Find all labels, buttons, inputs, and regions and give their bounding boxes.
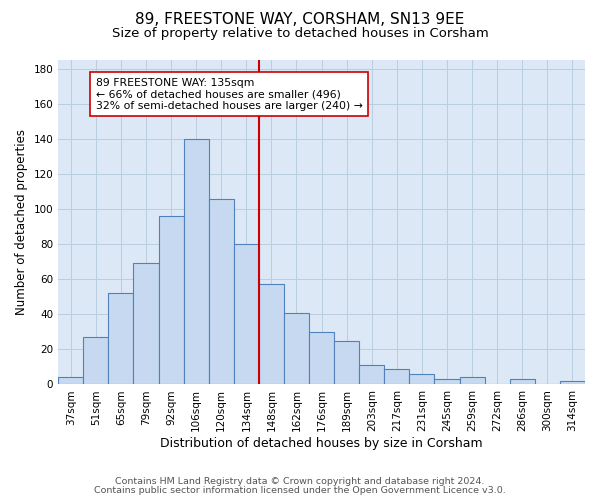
- Bar: [460, 378, 485, 384]
- Text: 89, FREESTONE WAY, CORSHAM, SN13 9EE: 89, FREESTONE WAY, CORSHAM, SN13 9EE: [136, 12, 464, 28]
- Bar: [309, 332, 334, 384]
- Bar: [510, 379, 535, 384]
- Text: Contains HM Land Registry data © Crown copyright and database right 2024.: Contains HM Land Registry data © Crown c…: [115, 477, 485, 486]
- Bar: [334, 340, 359, 384]
- Bar: [158, 216, 184, 384]
- Bar: [209, 198, 234, 384]
- Bar: [385, 368, 409, 384]
- Text: Size of property relative to detached houses in Corsham: Size of property relative to detached ho…: [112, 28, 488, 40]
- Bar: [284, 312, 309, 384]
- Bar: [409, 374, 434, 384]
- Bar: [234, 244, 259, 384]
- Bar: [359, 365, 385, 384]
- Bar: [58, 378, 83, 384]
- X-axis label: Distribution of detached houses by size in Corsham: Distribution of detached houses by size …: [160, 437, 483, 450]
- Bar: [259, 284, 284, 384]
- Bar: [560, 381, 585, 384]
- Bar: [83, 337, 109, 384]
- Y-axis label: Number of detached properties: Number of detached properties: [15, 129, 28, 315]
- Bar: [109, 294, 133, 384]
- Text: 89 FREESTONE WAY: 135sqm
← 66% of detached houses are smaller (496)
32% of semi-: 89 FREESTONE WAY: 135sqm ← 66% of detach…: [96, 78, 362, 110]
- Text: Contains public sector information licensed under the Open Government Licence v3: Contains public sector information licen…: [94, 486, 506, 495]
- Bar: [184, 139, 209, 384]
- Bar: [434, 379, 460, 384]
- Bar: [133, 264, 158, 384]
